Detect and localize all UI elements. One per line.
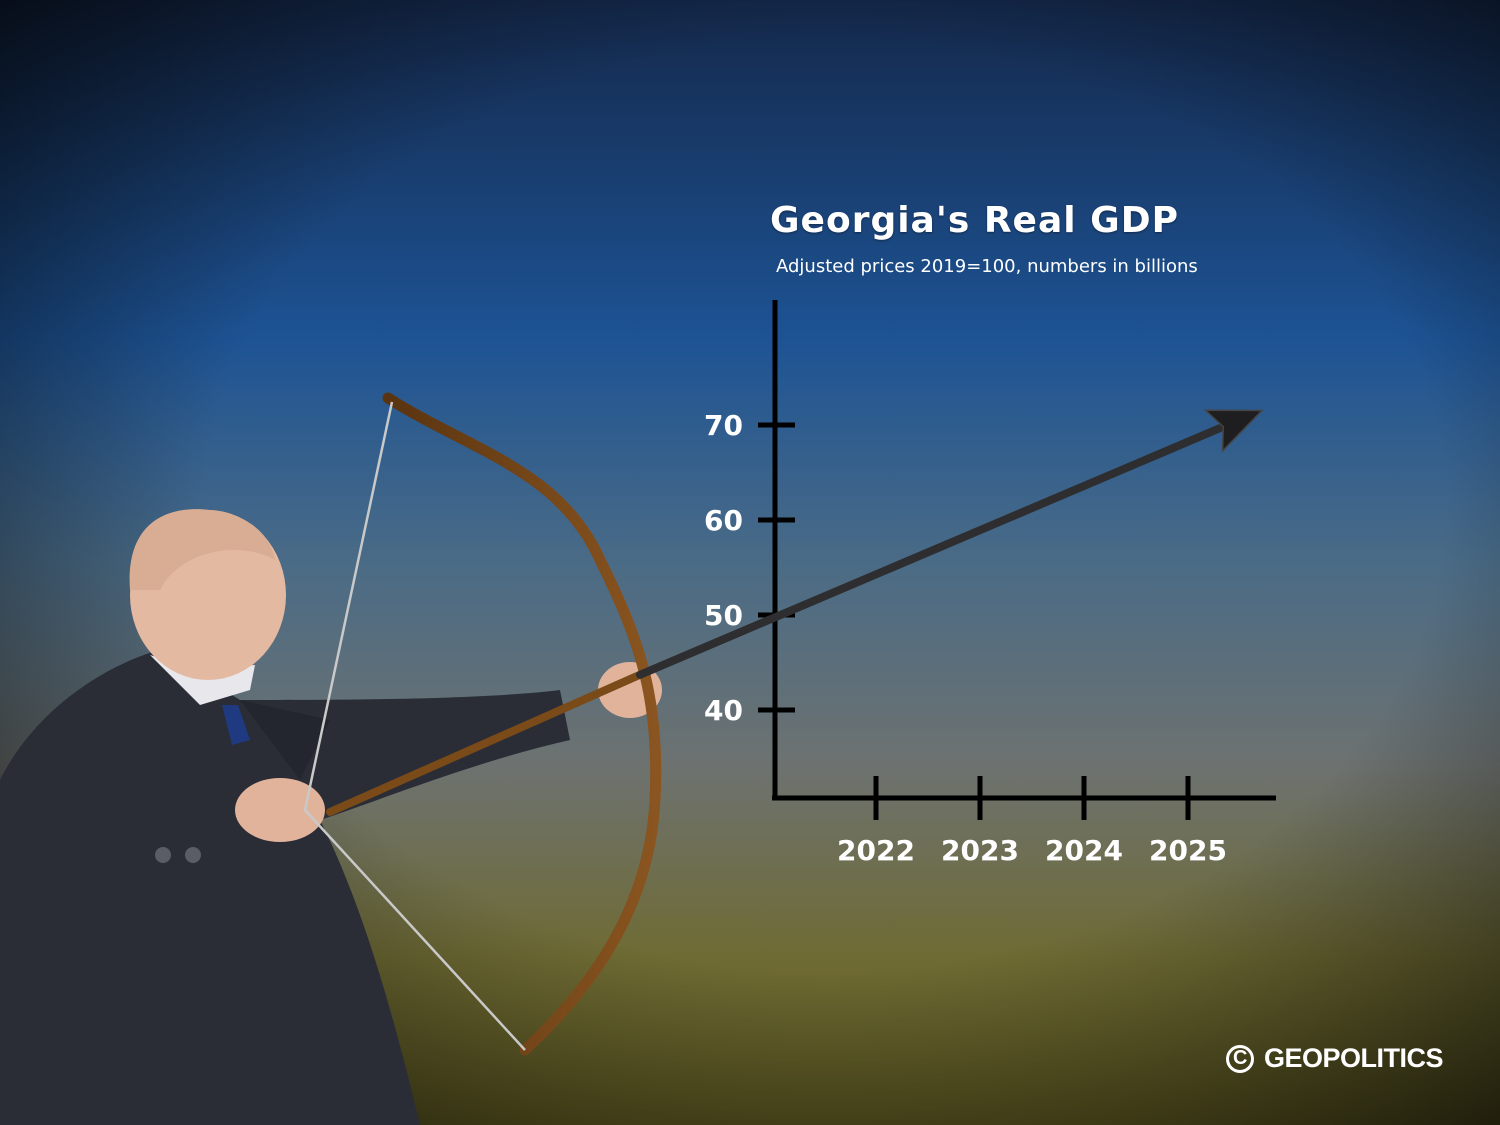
x-tick-label: 2025 xyxy=(1149,834,1227,867)
chart-subtitle: Adjusted prices 2019=100, numbers in bil… xyxy=(776,256,1198,277)
x-tick-label: 2023 xyxy=(941,834,1019,867)
arrow-shaft-wood xyxy=(326,670,644,816)
y-tick-label: 70 xyxy=(704,409,743,442)
brand-name: GEOPOLITICS xyxy=(1264,1043,1444,1073)
brand-logo: C GEOPOLITICS xyxy=(1226,1043,1444,1074)
trend-line xyxy=(636,424,1224,679)
chart-title: Georgia's Real GDP xyxy=(770,200,1179,241)
arrowhead xyxy=(1203,409,1264,453)
x-tick-label: 2024 xyxy=(1045,834,1123,867)
y-tick-label: 50 xyxy=(704,599,743,632)
y-tick-label: 60 xyxy=(704,504,743,537)
copyright-icon: C xyxy=(1226,1044,1254,1073)
bow xyxy=(382,392,662,1056)
x-tick-label: 2022 xyxy=(837,834,915,867)
y-tick-label: 40 xyxy=(704,694,743,727)
bow-string xyxy=(303,401,526,1051)
